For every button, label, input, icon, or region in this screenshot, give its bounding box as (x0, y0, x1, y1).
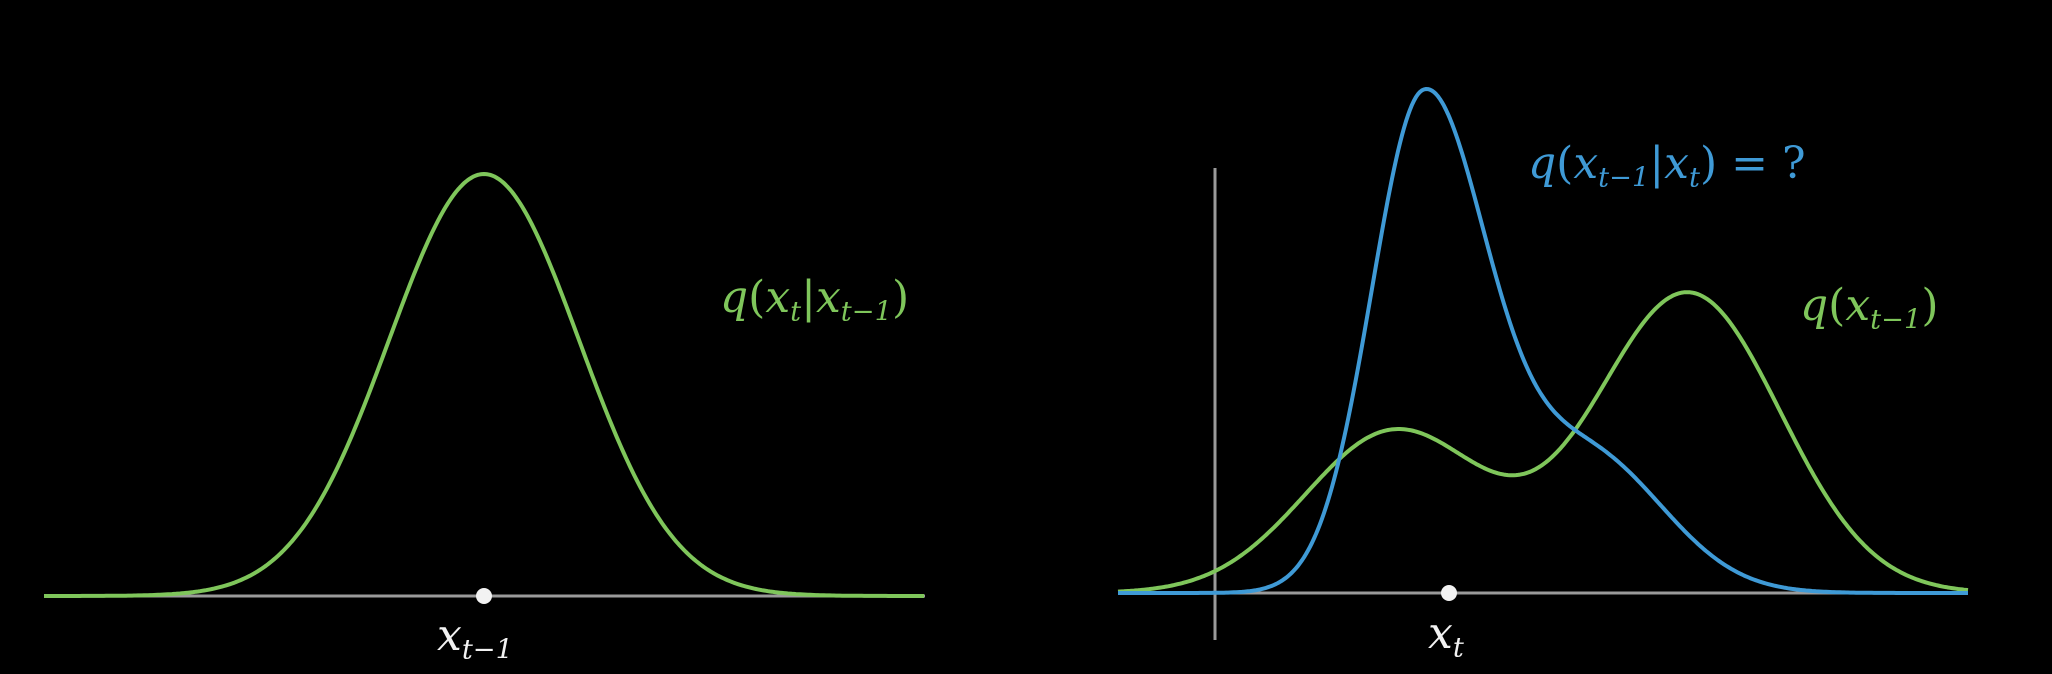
left-point-label: xt−1 (437, 610, 513, 666)
left-gaussian-curve (44, 172, 924, 598)
right-marginal-label: q(xt−1) (1800, 280, 1939, 336)
left-curve-label: q(xt|xt−1) (720, 272, 910, 328)
right-posterior-label: q(xt−1|xt) = ? (1528, 138, 1806, 194)
right-posterior-curve (1118, 87, 1968, 595)
left-point-marker (476, 588, 492, 604)
right-point-marker (1441, 585, 1457, 601)
right-point-label: xt (1428, 608, 1464, 664)
right-marginal-curve (1117, 290, 1969, 594)
